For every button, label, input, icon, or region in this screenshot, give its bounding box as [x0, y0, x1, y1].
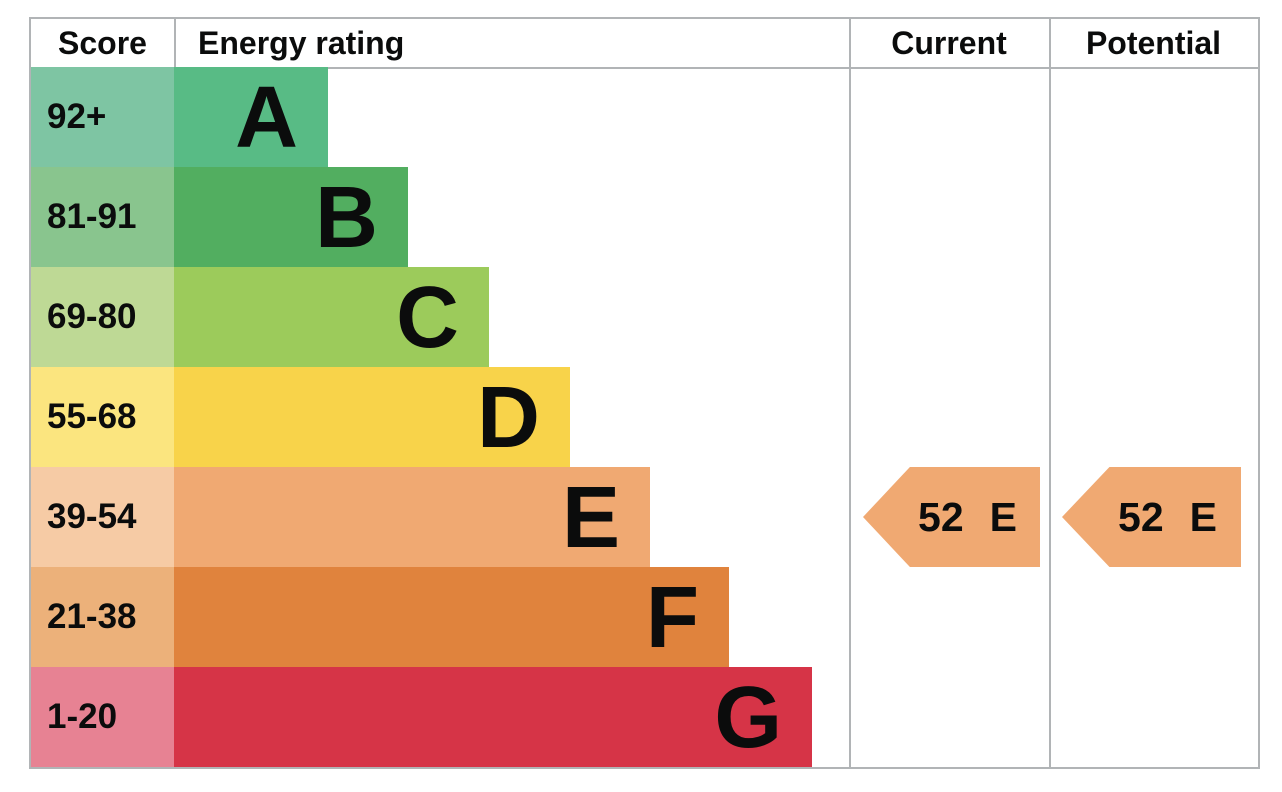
band-row: 21-38 F — [31, 567, 1258, 667]
header-underline — [31, 67, 1258, 69]
potential-rating-value: 52 — [1118, 493, 1164, 540]
header-potential: Potential — [1085, 24, 1222, 61]
band-bar: F — [174, 567, 729, 667]
band-letter: G — [714, 668, 782, 766]
current-rating-band: E — [989, 493, 1017, 540]
header-current: Current — [891, 24, 1007, 61]
band-bar: E — [174, 467, 650, 567]
band-bar: D — [174, 367, 570, 467]
band-row: 55-68 D — [31, 367, 1258, 467]
band-score-range: 39-54 — [31, 467, 174, 567]
band-letter: E — [561, 468, 620, 566]
band-row: 1-20 G — [31, 667, 1258, 767]
epc-table: Score Energy rating Current Potential 92… — [29, 17, 1260, 769]
band-letter: A — [235, 68, 298, 166]
band-score-range: 1-20 — [31, 667, 174, 767]
band-row: 39-54 E — [31, 467, 1258, 567]
band-bar: G — [174, 667, 812, 767]
band-score-range: 21-38 — [31, 567, 174, 667]
band-letter: D — [477, 368, 540, 466]
divider-score-rating — [174, 19, 176, 67]
header-energy-rating: Energy rating — [198, 24, 405, 61]
band-score-range: 81-91 — [31, 167, 174, 267]
current-rating-value: 52 — [918, 493, 964, 540]
band-letter: B — [315, 168, 378, 266]
band-letter: C — [396, 268, 459, 366]
band-score-range: 69-80 — [31, 267, 174, 367]
band-row: 69-80 C — [31, 267, 1258, 367]
band-row: 81-91 B — [31, 167, 1258, 267]
band-bar: B — [174, 167, 408, 267]
table-header: Score Energy rating Current Potential — [31, 19, 1258, 67]
divider-rating-current — [849, 19, 851, 767]
band-letter: F — [645, 568, 699, 666]
band-row: 92+ A — [31, 67, 1258, 167]
band-score-range: 92+ — [31, 67, 174, 167]
potential-rating-band: E — [1189, 493, 1217, 540]
header-score: Score — [58, 24, 147, 61]
divider-current-potential — [1049, 19, 1051, 767]
band-score-range: 55-68 — [31, 367, 174, 467]
bands-body: 92+ A 81-91 B 69-80 C 55-68 D 39-54 E 21… — [31, 67, 1258, 767]
band-bar: C — [174, 267, 489, 367]
band-bar: A — [174, 67, 328, 167]
